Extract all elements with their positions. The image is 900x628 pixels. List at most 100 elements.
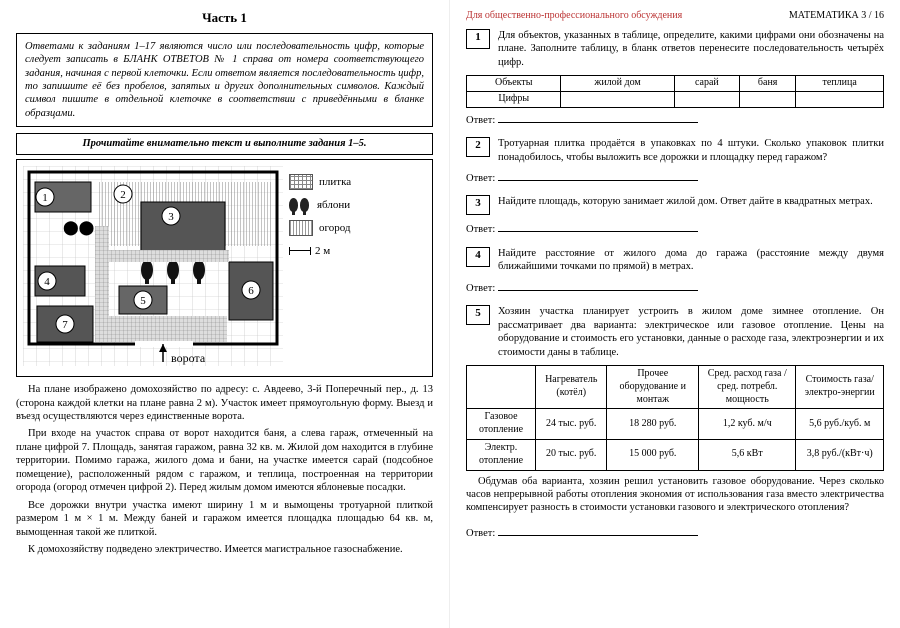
table-row: Электр. отопление 20 тыс. руб. 15 000 ру…: [467, 439, 884, 470]
worksheet-page: Часть 1 Ответами к заданиям 1–17 являютс…: [0, 0, 900, 628]
q1-th-2: сарай: [674, 76, 739, 92]
svg-text:4: 4: [44, 276, 50, 288]
answer-line-3: Ответ:: [466, 221, 884, 236]
q5-col-1: Нагреватель (котёл): [536, 365, 607, 408]
q1-th-4: теплица: [796, 76, 884, 92]
q5-r2c3: 5,6 кВт: [699, 439, 796, 470]
gate-label: ворота: [171, 351, 206, 365]
svg-text:1: 1: [42, 192, 48, 204]
answer-label: Ответ:: [466, 224, 495, 235]
task-1: 1 Для объектов, указанных в таблице, опр…: [466, 29, 884, 69]
task-2-text: Тротуарная плитка продаётся в упаковках …: [498, 137, 884, 164]
task-5-number: 5: [466, 305, 490, 325]
task-2: 2 Тротуарная плитка продаётся в упаковка…: [466, 137, 884, 164]
legend-garden: огород: [289, 220, 426, 236]
answer-blank[interactable]: [498, 525, 698, 536]
task-3-number: 3: [466, 195, 490, 215]
answer-label: Ответ:: [466, 115, 495, 126]
q5-col-2: Прочее оборудование и монтаж: [607, 365, 699, 408]
part-title: Часть 1: [16, 10, 433, 27]
legend-tile: плитка: [289, 174, 426, 190]
q5-r2c4: 3,8 руб./(кВт·ч): [796, 439, 884, 470]
read-instruction: Прочитайте внимательно текст и выполните…: [16, 133, 433, 154]
answer-blank[interactable]: [498, 170, 698, 181]
general-instructions: Ответами к заданиям 1–17 являются число …: [16, 33, 433, 128]
description-text: На плане изображено домохозяйство по адр…: [16, 383, 433, 556]
svg-text:7: 7: [62, 319, 68, 331]
task-5: 5 Хозяин участка планирует устроить в жи…: [466, 305, 884, 359]
left-column: Часть 1 Ответами к заданиям 1–17 являютс…: [0, 0, 450, 628]
task-4-number: 4: [466, 247, 490, 267]
desc-p2: При входе на участок справа от ворот нах…: [16, 427, 433, 494]
desc-p1: На плане изображено домохозяйство по адр…: [16, 383, 433, 423]
q1-th-1: жилой дом: [561, 76, 674, 92]
q1-th-0: Объекты: [467, 76, 561, 92]
q1-th-3: баня: [740, 76, 796, 92]
task-3-text: Найдите площадь, которую занимает жилой …: [498, 195, 884, 215]
q1-rowlabel: Цифры: [467, 91, 561, 107]
table-row: Газовое отопление 24 тыс. руб. 18 280 ру…: [467, 409, 884, 440]
q5-r1c3: 1,2 куб. м/ч: [699, 409, 796, 440]
q5-r1c1: 24 тыс. руб.: [536, 409, 607, 440]
task-2-number: 2: [466, 137, 490, 157]
q5-table: Нагреватель (котёл) Прочее оборудование …: [466, 365, 884, 471]
svg-text:⬤⬤: ⬤⬤: [63, 221, 94, 236]
page-number: МАТЕМАТИКА 3 / 16: [789, 10, 884, 23]
legend-garden-label: огород: [319, 221, 351, 235]
svg-text:5: 5: [140, 295, 146, 307]
tile-swatch: [289, 174, 313, 190]
answer-line-5: Ответ:: [466, 525, 884, 540]
desc-p3: Все дорожки внутри участка имеют ширину …: [16, 499, 433, 539]
task-1-number: 1: [466, 29, 490, 49]
table-row: Цифры: [467, 91, 884, 107]
q5-r1c2: 18 280 руб.: [607, 409, 699, 440]
svg-text:2: 2: [120, 189, 126, 201]
tree-swatch: [289, 198, 311, 212]
svg-text:3: 3: [168, 211, 174, 223]
q5-r2c2: 15 000 руб.: [607, 439, 699, 470]
task-4: 4 Найдите расстояние от жилого дома до г…: [466, 247, 884, 274]
table-row: Нагреватель (котёл) Прочее оборудование …: [467, 365, 884, 408]
q1-cell[interactable]: [561, 91, 674, 107]
site-plan: 1 2 3 ⬤⬤: [23, 166, 283, 370]
answer-blank[interactable]: [498, 112, 698, 123]
q1-cell[interactable]: [796, 91, 884, 107]
answer-line-4: Ответ:: [466, 280, 884, 295]
task-4-text: Найдите расстояние от жилого дома до гар…: [498, 247, 884, 274]
legend-scale: 2 м: [289, 244, 426, 258]
answer-line-1: Ответ:: [466, 112, 884, 127]
answer-blank[interactable]: [498, 221, 698, 232]
legend-apple-label: яблони: [317, 198, 350, 212]
q5-r1c4: 5,6 руб./куб. м: [796, 409, 884, 440]
q1-cell[interactable]: [674, 91, 739, 107]
answer-line-2: Ответ:: [466, 170, 884, 185]
legend-tile-label: плитка: [319, 175, 351, 189]
answer-label: Ответ:: [466, 173, 495, 184]
q5-col-3: Сред. расход газа / сред. потребл. мощно…: [699, 365, 796, 408]
q5-r1c0: Газовое отопление: [467, 409, 536, 440]
q5-r2c0: Электр. отопление: [467, 439, 536, 470]
right-column: Для общественно-профессионального обсужд…: [450, 0, 900, 628]
garden-swatch: [289, 220, 313, 236]
q1-cell[interactable]: [740, 91, 796, 107]
q5-col-4: Стоимость газа/электро-энергии: [796, 365, 884, 408]
desc-p4: К домохозяйству подведено электричество.…: [16, 543, 433, 556]
task-3: 3 Найдите площадь, которую занимает жило…: [466, 195, 884, 215]
scale-mark: [289, 250, 311, 251]
header-strip: Для общественно-профессионального обсужд…: [466, 10, 884, 23]
site-plan-figure: 1 2 3 ⬤⬤: [16, 159, 433, 377]
q5-col-0: [467, 365, 536, 408]
task-5-text: Хозяин участка планирует устроить в жило…: [498, 305, 884, 359]
q1-table: Объекты жилой дом сарай баня теплица Циф…: [466, 75, 884, 108]
task-1-text: Для объектов, указанных в таблице, опред…: [498, 29, 884, 69]
answer-label: Ответ:: [466, 283, 495, 294]
plan-legend: плитка яблони огород 2 м: [289, 166, 426, 370]
table-row: Объекты жилой дом сарай баня теплица: [467, 76, 884, 92]
review-note: Для общественно-профессионального обсужд…: [466, 10, 682, 23]
svg-text:6: 6: [248, 285, 254, 297]
q5-r2c1: 20 тыс. руб.: [536, 439, 607, 470]
legend-apple: яблони: [289, 198, 426, 212]
legend-scale-label: 2 м: [315, 244, 330, 258]
answer-label: Ответ:: [466, 528, 495, 539]
answer-blank[interactable]: [498, 280, 698, 291]
